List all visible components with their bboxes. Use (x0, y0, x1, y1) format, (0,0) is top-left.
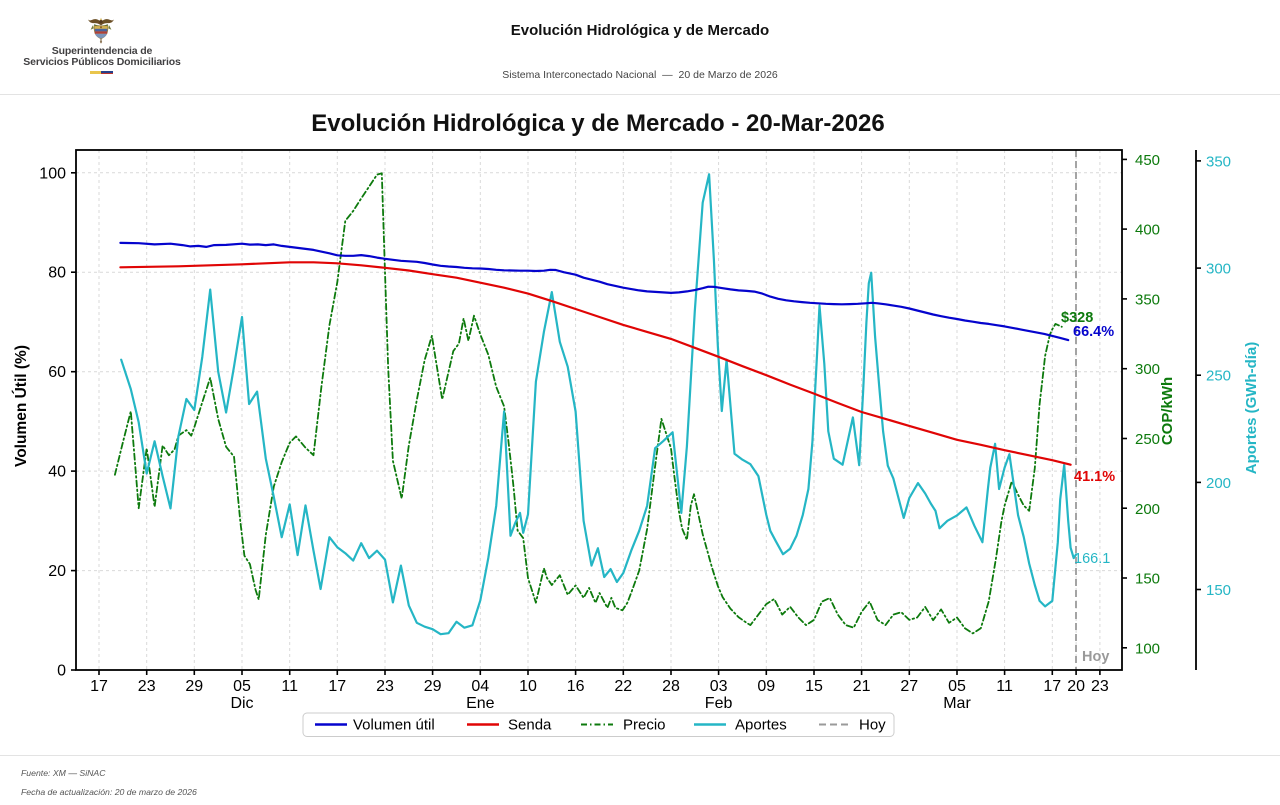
svg-text:300: 300 (1206, 261, 1231, 278)
svg-text:66.4%: 66.4% (1073, 324, 1114, 340)
svg-text:COP/kWh: COP/kWh (1159, 377, 1176, 445)
svg-text:27: 27 (900, 678, 918, 695)
svg-text:Evolución Hidrológica y de Mer: Evolución Hidrológica y de Mercado - 20-… (311, 110, 885, 137)
svg-text:20: 20 (1067, 678, 1085, 695)
svg-text:Mar: Mar (943, 695, 971, 712)
svg-text:60: 60 (48, 364, 66, 381)
svg-text:41.1%: 41.1% (1074, 469, 1115, 485)
svg-text:400: 400 (1135, 222, 1160, 239)
svg-text:150: 150 (1135, 571, 1160, 588)
svg-text:Volumen útil: Volumen útil (353, 717, 435, 734)
svg-text:Ene: Ene (466, 695, 495, 712)
svg-text:16: 16 (567, 678, 585, 695)
svg-text:80: 80 (48, 265, 66, 282)
svg-text:22: 22 (614, 678, 632, 695)
svg-text:17: 17 (1043, 678, 1061, 695)
svg-text:250: 250 (1135, 431, 1160, 448)
svg-text:Volumen Útil (%): Volumen Útil (%) (12, 345, 30, 467)
svg-text:350: 350 (1206, 153, 1231, 170)
svg-text:166.1: 166.1 (1074, 551, 1110, 567)
svg-text:28: 28 (662, 678, 680, 695)
svg-text:0: 0 (57, 663, 66, 680)
svg-text:09: 09 (757, 678, 775, 695)
svg-text:21: 21 (853, 678, 871, 695)
svg-text:29: 29 (185, 678, 203, 695)
svg-text:29: 29 (424, 678, 442, 695)
svg-text:200: 200 (1135, 501, 1160, 518)
svg-text:03: 03 (710, 678, 728, 695)
svg-text:15: 15 (805, 678, 823, 695)
svg-text:Senda: Senda (508, 717, 552, 734)
svg-text:10: 10 (519, 678, 537, 695)
svg-text:450: 450 (1135, 152, 1160, 169)
svg-text:$328: $328 (1061, 310, 1093, 326)
svg-text:05: 05 (948, 678, 966, 695)
svg-text:200: 200 (1206, 475, 1231, 492)
svg-text:150: 150 (1206, 582, 1231, 599)
svg-text:350: 350 (1135, 291, 1160, 308)
svg-text:20: 20 (48, 563, 66, 580)
svg-text:Dic: Dic (230, 695, 253, 712)
svg-text:Precio: Precio (623, 717, 666, 734)
svg-text:40: 40 (48, 464, 66, 481)
svg-text:04: 04 (471, 678, 489, 695)
svg-text:Aportes: Aportes (735, 717, 787, 734)
svg-text:05: 05 (233, 678, 251, 695)
svg-text:100: 100 (39, 165, 66, 182)
svg-text:11: 11 (996, 678, 1013, 695)
svg-text:17: 17 (328, 678, 346, 695)
svg-text:23: 23 (376, 678, 394, 695)
svg-text:250: 250 (1206, 368, 1231, 385)
svg-text:Feb: Feb (705, 695, 733, 712)
svg-text:11: 11 (281, 678, 298, 695)
svg-text:23: 23 (1091, 678, 1109, 695)
svg-text:Aportes (GWh-día): Aportes (GWh-día) (1243, 342, 1260, 475)
svg-text:Hoy: Hoy (1082, 649, 1109, 665)
svg-text:23: 23 (138, 678, 156, 695)
svg-text:Hoy: Hoy (859, 717, 886, 734)
svg-text:300: 300 (1135, 361, 1160, 378)
svg-text:100: 100 (1135, 640, 1160, 657)
svg-text:17: 17 (90, 678, 108, 695)
